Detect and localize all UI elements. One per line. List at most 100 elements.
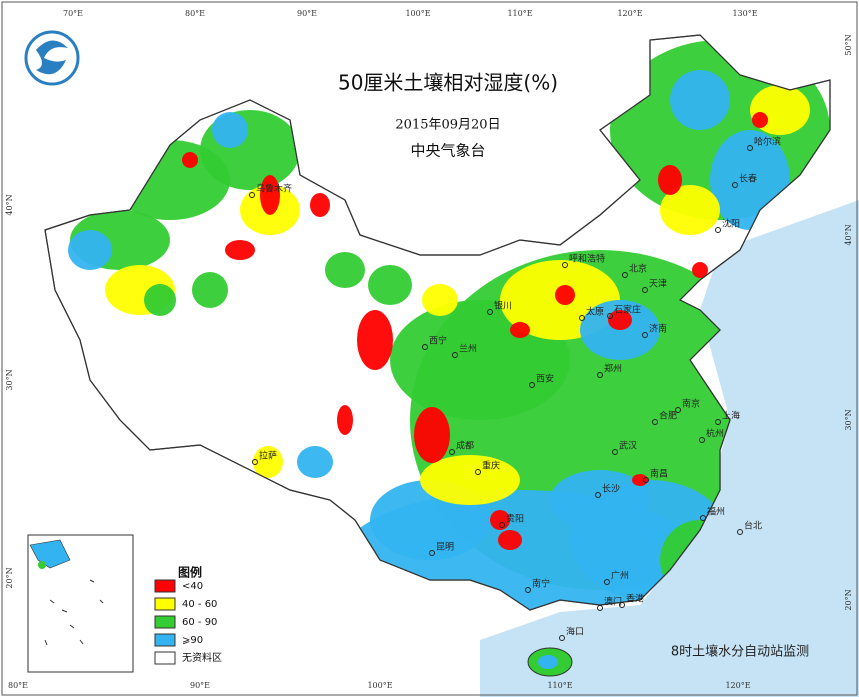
lat-label: 30°N bbox=[5, 369, 14, 390]
city-dot bbox=[619, 602, 625, 608]
lon-label: 80°E bbox=[8, 681, 28, 690]
city-dot bbox=[525, 587, 531, 593]
moisture-region bbox=[670, 70, 730, 130]
city-dot bbox=[562, 262, 568, 268]
moisture-region bbox=[68, 230, 112, 270]
city-dot bbox=[429, 550, 435, 556]
city-dot bbox=[529, 382, 535, 388]
moisture-region bbox=[692, 262, 708, 278]
legend-label: <40 bbox=[182, 581, 203, 592]
city-dot bbox=[642, 287, 648, 293]
moisture-region bbox=[550, 470, 650, 530]
city-dot bbox=[675, 407, 681, 413]
moisture-region bbox=[297, 446, 333, 478]
city-label: 贵阳 bbox=[506, 513, 524, 525]
city-label: 广州 bbox=[611, 570, 629, 582]
city-label: 兰州 bbox=[459, 343, 477, 355]
city-label: 西宁 bbox=[429, 335, 447, 347]
city-label: 拉萨 bbox=[259, 450, 277, 462]
city-dot bbox=[487, 309, 493, 315]
city-label: 哈尔滨 bbox=[754, 136, 781, 148]
moisture-region bbox=[337, 405, 353, 435]
moisture-region bbox=[498, 530, 522, 550]
city-dot bbox=[747, 145, 753, 151]
city-label: 上海 bbox=[722, 410, 740, 422]
city-label: 西安 bbox=[536, 373, 554, 385]
city-label: 乌鲁木齐 bbox=[256, 183, 292, 195]
legend-swatch bbox=[154, 615, 176, 629]
city-label: 香港 bbox=[626, 593, 644, 605]
city-dot bbox=[699, 437, 705, 443]
lon-label: 120°E bbox=[725, 681, 750, 690]
city-label: 沈阳 bbox=[722, 218, 740, 230]
legend-label: 60 - 90 bbox=[182, 617, 217, 628]
city-label: 武汉 bbox=[619, 440, 637, 452]
city-label: 长春 bbox=[739, 173, 757, 185]
legend-swatch bbox=[154, 597, 176, 611]
lat-label: 30°N bbox=[844, 409, 853, 430]
lon-label: 100°E bbox=[367, 681, 392, 690]
legend-label: 40 - 60 bbox=[182, 599, 217, 610]
moisture-region bbox=[555, 285, 575, 305]
moisture-region bbox=[660, 185, 720, 235]
inset bbox=[27, 534, 134, 673]
moisture-region bbox=[144, 284, 176, 316]
city-dot bbox=[499, 522, 505, 528]
city-label: 太原 bbox=[586, 306, 604, 318]
lat-label: 40°N bbox=[5, 194, 14, 215]
moisture-region bbox=[260, 175, 280, 215]
moisture-region bbox=[212, 112, 248, 148]
legend-swatch bbox=[154, 579, 176, 593]
city-label: 澳门 bbox=[604, 596, 622, 608]
moisture-region bbox=[368, 265, 412, 305]
city-dot bbox=[579, 315, 585, 321]
city-dot bbox=[700, 515, 706, 521]
moisture-region bbox=[510, 322, 530, 338]
city-label: 杭州 bbox=[706, 428, 724, 440]
city-label: 重庆 bbox=[482, 460, 500, 472]
city-label: 济南 bbox=[649, 323, 667, 335]
legend-label: 无资料区 bbox=[182, 651, 222, 664]
lon-label: 90°E bbox=[297, 9, 317, 18]
lon-label: 70°E bbox=[63, 9, 83, 18]
moisture-region bbox=[253, 446, 283, 478]
moisture-region bbox=[357, 310, 393, 370]
moisture-region bbox=[192, 272, 228, 308]
moisture-region bbox=[325, 252, 365, 288]
lon-label: 110°E bbox=[547, 681, 572, 690]
date: 2015年09月20日 bbox=[395, 118, 500, 133]
city-label: 南宁 bbox=[532, 578, 550, 590]
title: 50厘米土壤相对湿度(%) bbox=[338, 71, 558, 95]
city-label: 成都 bbox=[456, 440, 474, 452]
lat-label: 50°N bbox=[844, 34, 853, 55]
city-label: 石家庄 bbox=[614, 304, 641, 316]
legend-title: 图例 bbox=[178, 565, 202, 580]
city-dot bbox=[475, 469, 481, 475]
city-label: 南昌 bbox=[650, 468, 668, 480]
city-dot bbox=[715, 419, 721, 425]
city-dot bbox=[622, 272, 628, 278]
city-dot bbox=[643, 477, 649, 483]
city-dot bbox=[452, 352, 458, 358]
city-dot bbox=[252, 459, 258, 465]
lon-label: 80°E bbox=[185, 9, 205, 18]
moisture-region bbox=[420, 455, 520, 505]
moisture-region bbox=[310, 193, 330, 217]
city-label: 银川 bbox=[494, 300, 512, 312]
legend-label: ⩾90 bbox=[182, 635, 203, 646]
moisture-region bbox=[414, 407, 450, 463]
legend-swatch bbox=[154, 651, 176, 665]
city-dot bbox=[715, 227, 721, 233]
sea bbox=[480, 200, 859, 697]
city-dot bbox=[597, 372, 603, 378]
lon-label: 120°E bbox=[617, 9, 642, 18]
city-dot bbox=[604, 579, 610, 585]
lon-label: 100°E bbox=[405, 9, 430, 18]
lat-label: 40°N bbox=[844, 224, 853, 245]
lon-label: 130°E bbox=[732, 9, 757, 18]
city-label: 呼和浩特 bbox=[569, 253, 605, 265]
lon-label: 90°E bbox=[190, 681, 210, 690]
city-dot bbox=[559, 635, 565, 641]
lon-label: 110°E bbox=[507, 9, 532, 18]
